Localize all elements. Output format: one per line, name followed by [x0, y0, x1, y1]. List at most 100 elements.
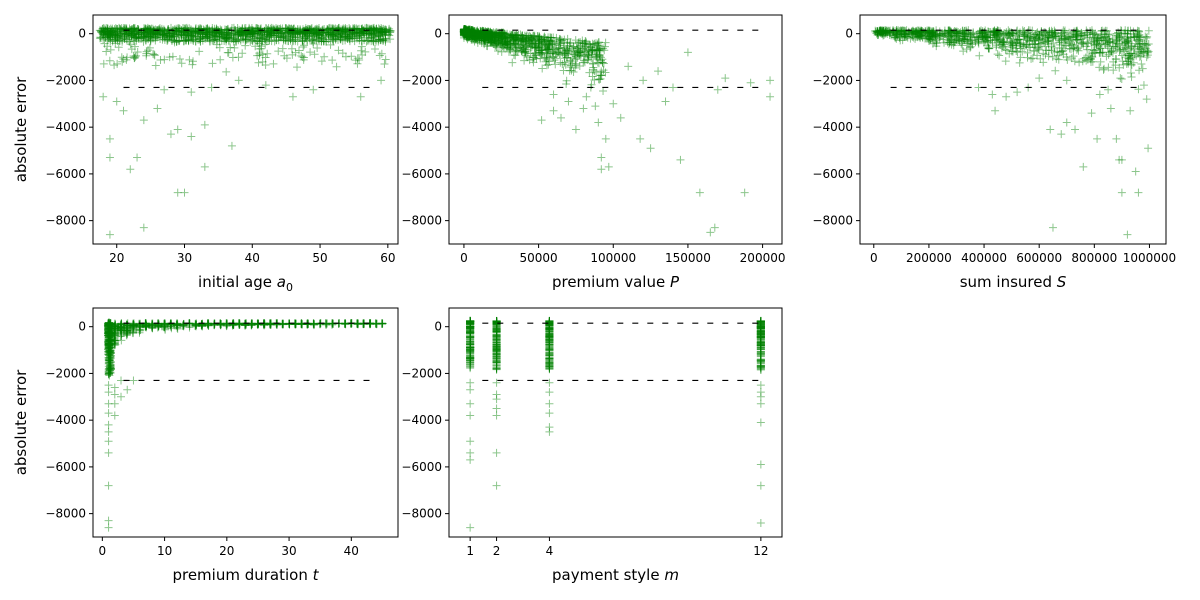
data-point: [466, 323, 475, 332]
data-point: [1065, 28, 1074, 37]
data-point: [355, 24, 364, 33]
data-point: [592, 68, 601, 77]
data-point: [466, 322, 475, 331]
data-point: [286, 36, 295, 45]
data-point: [104, 388, 113, 397]
data-point: [889, 27, 898, 36]
data-point: [462, 28, 471, 37]
data-point: [160, 319, 169, 328]
data-point: [465, 25, 474, 34]
data-point: [545, 43, 554, 52]
data-point: [285, 32, 294, 41]
data-point: [463, 29, 472, 38]
scatter-points: [103, 318, 387, 532]
data-point: [160, 26, 169, 35]
data-point: [480, 30, 489, 39]
data-point: [133, 30, 142, 39]
data-point: [548, 38, 557, 47]
data-point: [241, 320, 250, 329]
data-point: [519, 40, 528, 49]
data-point: [320, 52, 329, 61]
data-point: [1143, 51, 1152, 60]
data-point: [1048, 34, 1057, 43]
data-point: [925, 28, 934, 37]
data-point: [1123, 26, 1132, 35]
data-point: [460, 28, 469, 37]
data-point: [307, 24, 316, 33]
data-point: [466, 335, 475, 344]
data-point: [483, 38, 492, 47]
data-point: [130, 26, 139, 35]
data-point: [466, 339, 475, 348]
data-point: [264, 27, 273, 36]
data-point: [928, 39, 937, 48]
data-point: [1117, 74, 1126, 83]
data-point: [213, 35, 222, 44]
data-point: [141, 320, 150, 329]
data-point: [362, 31, 371, 40]
data-point: [560, 35, 569, 44]
data-point: [247, 36, 256, 45]
data-point: [476, 28, 485, 37]
data-point: [466, 320, 475, 329]
data-point: [329, 24, 338, 33]
data-point: [578, 45, 587, 54]
data-point: [278, 319, 287, 328]
data-point: [492, 317, 501, 326]
data-point: [506, 33, 515, 42]
data-point: [117, 326, 126, 335]
data-point: [1033, 28, 1042, 37]
data-point: [259, 30, 268, 39]
data-point: [594, 38, 603, 47]
data-point: [144, 32, 153, 41]
data-point: [1090, 41, 1099, 50]
data-point: [881, 27, 890, 36]
data-point: [106, 328, 115, 337]
data-point: [382, 27, 391, 36]
data-point: [116, 323, 125, 332]
data-point: [483, 31, 492, 40]
data-point: [499, 31, 508, 40]
data-point: [472, 32, 481, 41]
data-point: [460, 25, 469, 34]
data-point: [545, 40, 554, 49]
data-point: [188, 60, 197, 69]
data-point: [236, 35, 245, 44]
data-point: [507, 33, 516, 42]
data-point: [104, 427, 113, 436]
data-point: [938, 29, 947, 38]
data-point: [935, 34, 944, 43]
data-point: [123, 327, 132, 336]
data-point: [247, 28, 256, 37]
data-point: [364, 29, 373, 38]
data-point: [993, 50, 1002, 59]
data-point: [500, 44, 509, 53]
data-point: [986, 30, 995, 39]
data-point: [466, 317, 475, 326]
data-point: [668, 83, 677, 92]
data-point: [122, 320, 131, 329]
data-point: [1097, 39, 1106, 48]
data-point: [466, 360, 475, 369]
data-point: [518, 31, 527, 40]
data-point: [122, 324, 131, 333]
data-point: [466, 28, 475, 37]
data-point: [103, 341, 112, 350]
data-point: [179, 37, 188, 46]
data-point: [105, 333, 114, 342]
data-point: [594, 118, 603, 127]
data-point: [466, 322, 475, 331]
data-point: [148, 323, 157, 332]
data-point: [188, 35, 197, 44]
data-point: [205, 31, 214, 40]
data-point: [466, 317, 475, 326]
data-point: [877, 26, 886, 35]
data-point: [552, 50, 561, 59]
data-point: [104, 337, 113, 346]
data-point: [459, 27, 468, 36]
data-point: [172, 36, 181, 45]
data-point: [328, 24, 337, 33]
data-point: [1006, 31, 1015, 40]
data-point: [1050, 43, 1059, 52]
data-point: [367, 24, 376, 33]
